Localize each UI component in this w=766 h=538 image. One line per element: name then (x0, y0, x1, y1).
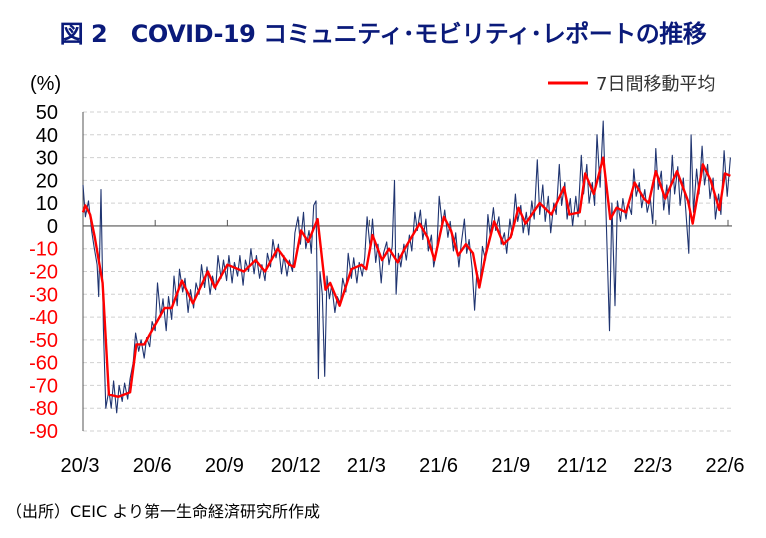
series-line-7day-ma (81, 156, 731, 398)
y-tick-label: -40 (29, 307, 58, 329)
x-tick-label: 22/6 (706, 455, 745, 477)
series-line-daily (82, 120, 731, 414)
y-tick-label: 50 (36, 102, 58, 124)
y-tick-label: -50 (29, 330, 58, 352)
x-tick-label: 21/6 (419, 455, 458, 477)
y-tick-label: 30 (36, 148, 58, 170)
y-tick-label: -10 (29, 239, 58, 261)
y-tick-label: -30 (29, 284, 58, 306)
x-tick-label: 20/3 (61, 455, 100, 477)
x-tick-label: 20/9 (205, 455, 244, 477)
y-tick-label: -20 (29, 262, 58, 284)
x-tick-label: 21/12 (557, 455, 607, 477)
legend: 7日間移動平均 (548, 74, 715, 95)
y-tick-label: -70 (29, 375, 58, 397)
x-tick-labels: 20/3 20/6 20/9 20/12 21/3 21/6 21/9 21/12 22/3 22… (61, 455, 745, 477)
y-tick-label: 40 (36, 125, 58, 147)
y-axis-unit-label: (%) (30, 73, 61, 95)
x-tick-label: 20/12 (271, 455, 321, 477)
x-tick-label: 20/6 (133, 455, 172, 477)
y-tick-label: 10 (36, 193, 58, 215)
x-tick-label: 22/3 (633, 455, 672, 477)
legend-label-ma: 7日間移動平均 (596, 74, 715, 95)
x-tick-label: 21/9 (491, 455, 530, 477)
source-note: （出所）CEIC より第一生命経済研究所作成 (6, 502, 320, 521)
chart-title: 図 2 COVID-19 コミュニティ･モビリティ･レポートの推移 (59, 20, 707, 48)
y-tick-label: 20 (36, 170, 58, 192)
y-tick-label: -90 (29, 421, 58, 443)
series-lines (81, 120, 731, 414)
y-tick-label: -60 (29, 353, 58, 375)
x-tick-label: 21/3 (347, 455, 386, 477)
y-tick-label: 0 (47, 216, 58, 238)
y-tick-label: -80 (29, 398, 58, 420)
